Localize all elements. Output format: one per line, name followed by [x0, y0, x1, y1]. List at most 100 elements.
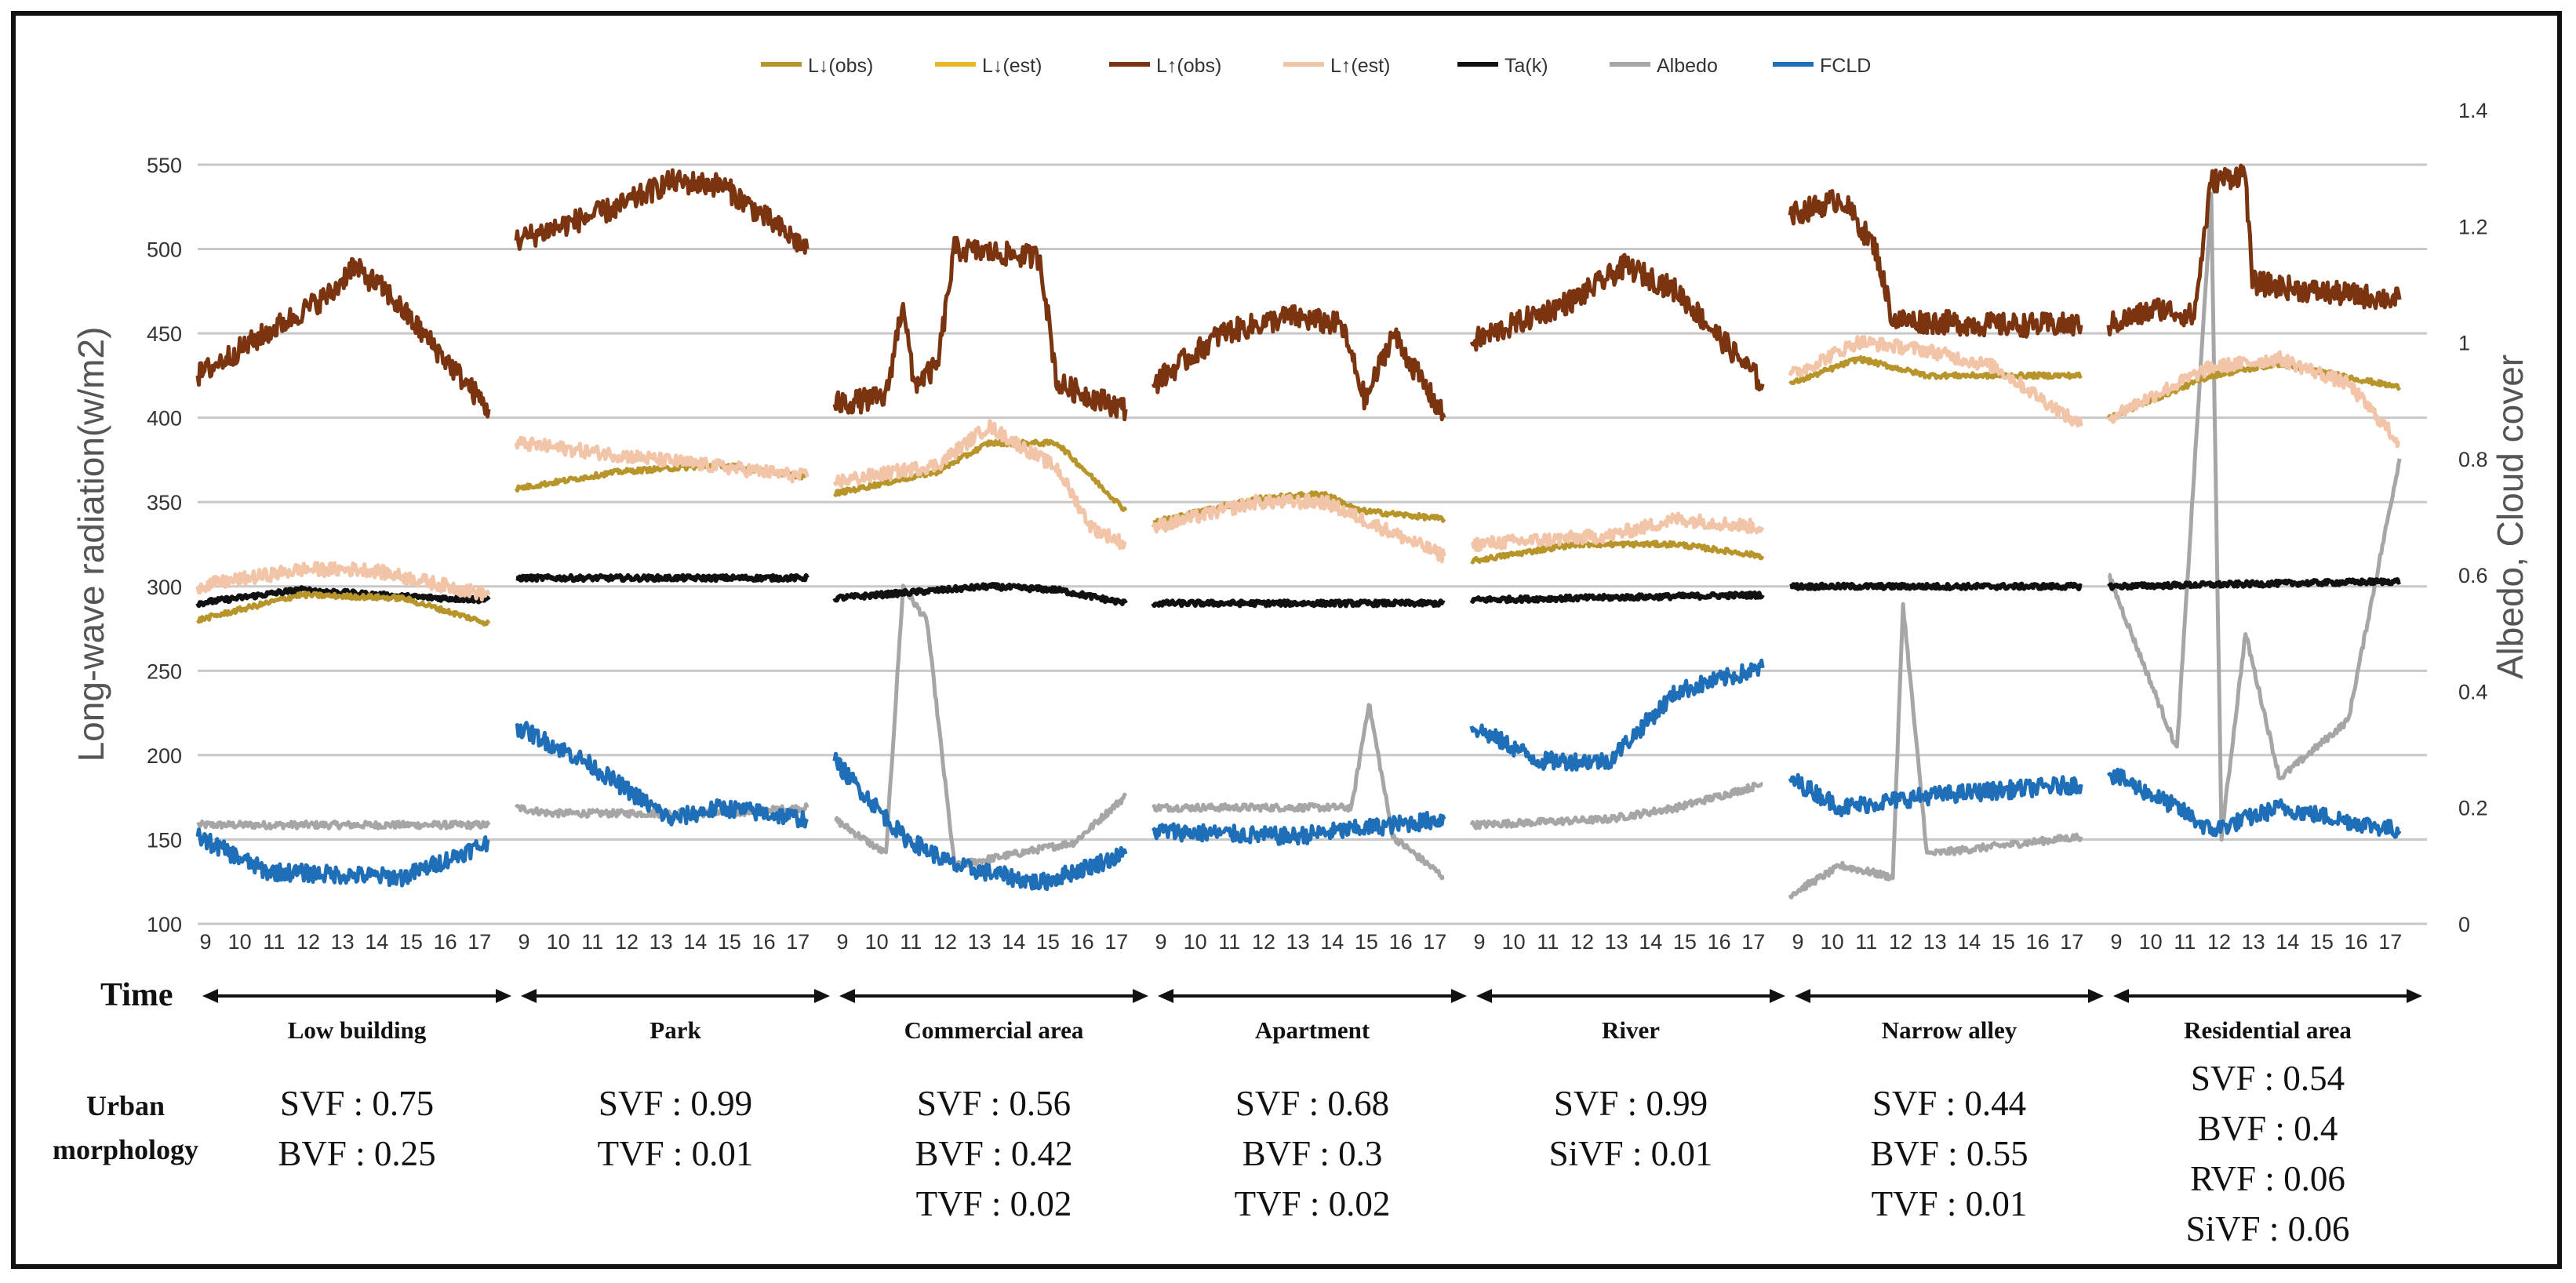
x-tick-label: 13 — [1286, 930, 1310, 954]
series-Lup_est-1 — [195, 561, 491, 602]
series-Ta-6 — [1788, 581, 2083, 591]
x-axis: 9 10 11 12 13 14 15 16 17 9 10 11 12 13 14 15 16 17 9 10 11 1… — [100, 930, 2422, 1044]
series-Ldn_obs-1 — [195, 591, 491, 627]
series-Lup_obs-1 — [195, 256, 491, 419]
series-Ldn_obs-3 — [833, 438, 1128, 512]
series-FCLD-6 — [1788, 772, 2083, 818]
series-FCLD-3 — [832, 751, 1128, 892]
site-arrow-head-right — [814, 989, 830, 1003]
x-tick-label: 9 — [2110, 930, 2122, 954]
x-tick-label: 17 — [2060, 930, 2083, 954]
legend-label-Ldn_est: L↓(est) — [982, 55, 1042, 77]
y-left-tick-label: 200 — [147, 744, 182, 768]
x-tick-label: 12 — [1252, 930, 1275, 954]
site-label: Commercial area — [904, 1016, 1084, 1044]
legend-label-FCLD: FCLD — [1820, 55, 1871, 77]
morphology-value: BVF : 0.25 — [278, 1134, 435, 1173]
x-tick-label: 17 — [1741, 930, 1765, 954]
x-tick-label: 16 — [2026, 930, 2050, 954]
site-label: Low building — [288, 1016, 427, 1044]
x-tick-label: 12 — [1889, 930, 1912, 954]
x-tick-label: 13 — [649, 930, 673, 954]
site-arrow-head-left — [839, 989, 855, 1003]
y-right-tick-label: 1.4 — [2458, 99, 2488, 122]
y-left-tick-label: 150 — [147, 828, 182, 852]
x-tick-label: 11 — [581, 930, 603, 954]
y-left-axis-title: Long-wave radiation(w/m2) — [71, 327, 111, 762]
series-Ta-5 — [1469, 590, 1765, 605]
x-tick-label: 12 — [933, 930, 957, 954]
series-Ta-4 — [1151, 598, 1446, 609]
site-label: Residential area — [2184, 1016, 2352, 1044]
x-tick-label: 11 — [2174, 930, 2196, 954]
x-tick-label: 12 — [615, 930, 639, 954]
series-Ta-1 — [195, 585, 491, 609]
urban-morphology-table: Urban morphology SVF : 0.75 BVF : 0.25 SVF :… — [53, 1059, 2349, 1248]
morphology-value: SiVF : 0.01 — [1549, 1134, 1713, 1173]
series-Lup_est-7 — [2107, 350, 2401, 449]
x-tick-label: 14 — [2276, 930, 2299, 954]
series-Albedo-7 — [2108, 191, 2402, 842]
series-Lup_obs-7 — [2106, 163, 2402, 336]
morphology-value: SVF : 0.99 — [1554, 1084, 1708, 1123]
x-tick-label: 15 — [718, 930, 741, 954]
x-tick-label: 10 — [1821, 930, 1844, 954]
site-label: River — [1602, 1016, 1660, 1044]
morphology-value: SVF : 0.44 — [1872, 1084, 2026, 1123]
x-tick-label: 15 — [1992, 930, 2015, 954]
site-label: Park — [649, 1016, 701, 1044]
x-tick-label: 10 — [1184, 930, 1207, 954]
x-tick-label: 11 — [263, 930, 285, 954]
x-tick-label: 14 — [365, 930, 388, 954]
series-Lup_obs-2 — [514, 168, 810, 255]
x-tick-label: 17 — [468, 930, 491, 954]
site-arrow-head-left — [521, 989, 537, 1003]
legend: L↓(obs) L↓(est) L↑(obs) L↑(est) Ta(k) Albedo F… — [761, 55, 1871, 77]
figure-frame: L↓(obs) L↓(est) L↑(obs) L↑(est) Ta(k) Albedo F… — [11, 11, 2562, 1269]
series-Albedo-4 — [1152, 703, 1446, 881]
site-arrow-head-left — [202, 989, 218, 1003]
y-left-tick-label: 300 — [147, 576, 182, 599]
morphology-value: SVF : 0.56 — [917, 1084, 1071, 1123]
site-arrow-head-right — [2088, 989, 2104, 1003]
series-lines — [195, 163, 2402, 900]
x-tick-label: 15 — [399, 930, 423, 954]
series-Albedo-5 — [1469, 781, 1764, 830]
x-tick-label: 10 — [547, 930, 570, 954]
legend-label-Albedo: Albedo — [1657, 55, 1718, 77]
x-tick-label: 16 — [434, 930, 457, 954]
y-right-tick-label: 1 — [2458, 332, 2470, 355]
series-FCLD-2 — [515, 721, 810, 829]
series-Ldn_obs-5 — [1470, 540, 1765, 565]
y-right-tick-label: 0.2 — [2458, 797, 2488, 820]
morphology-value: SVF : 0.68 — [1235, 1084, 1389, 1123]
x-tick-label: 11 — [1537, 930, 1559, 954]
x-tick-label: 17 — [1104, 930, 1128, 954]
legend-label-Ldn_obs: L↓(obs) — [808, 55, 873, 77]
series-Lup_est-5 — [1471, 511, 1765, 553]
series-Lup_est-3 — [832, 419, 1127, 551]
x-tick-label: 9 — [518, 930, 529, 954]
y-left-tick-label: 100 — [147, 913, 182, 936]
x-tick-label: 16 — [1071, 930, 1094, 954]
morphology-value: TVF : 0.01 — [1872, 1184, 2028, 1223]
x-tick-label: 11 — [900, 930, 922, 954]
x-tick-label: 16 — [1389, 930, 1413, 954]
x-tick-label: 14 — [1957, 930, 1981, 954]
x-tick-label: 15 — [1673, 930, 1697, 954]
site-arrow-head-right — [1770, 989, 1785, 1003]
x-tick-label: 14 — [1320, 930, 1344, 954]
site-arrow-head-right — [2407, 989, 2422, 1003]
x-tick-label: 13 — [331, 930, 355, 954]
y-right-tick-label: 0 — [2458, 913, 2470, 936]
x-tick-label: 9 — [1155, 930, 1166, 954]
legend-label-Lup_est: L↑(est) — [1330, 55, 1390, 77]
series-FCLD-4 — [1151, 810, 1446, 846]
x-tick-label: 9 — [199, 930, 211, 954]
series-Albedo-1 — [196, 820, 491, 830]
series-Lup_est-2 — [514, 435, 810, 484]
x-axis-title: Time — [100, 977, 173, 1013]
series-FCLD-7 — [2106, 767, 2402, 839]
line-chart: L↓(obs) L↓(est) L↑(obs) L↑(est) Ta(k) Albedo F… — [53, 55, 2531, 1248]
series-FCLD-1 — [195, 827, 490, 888]
